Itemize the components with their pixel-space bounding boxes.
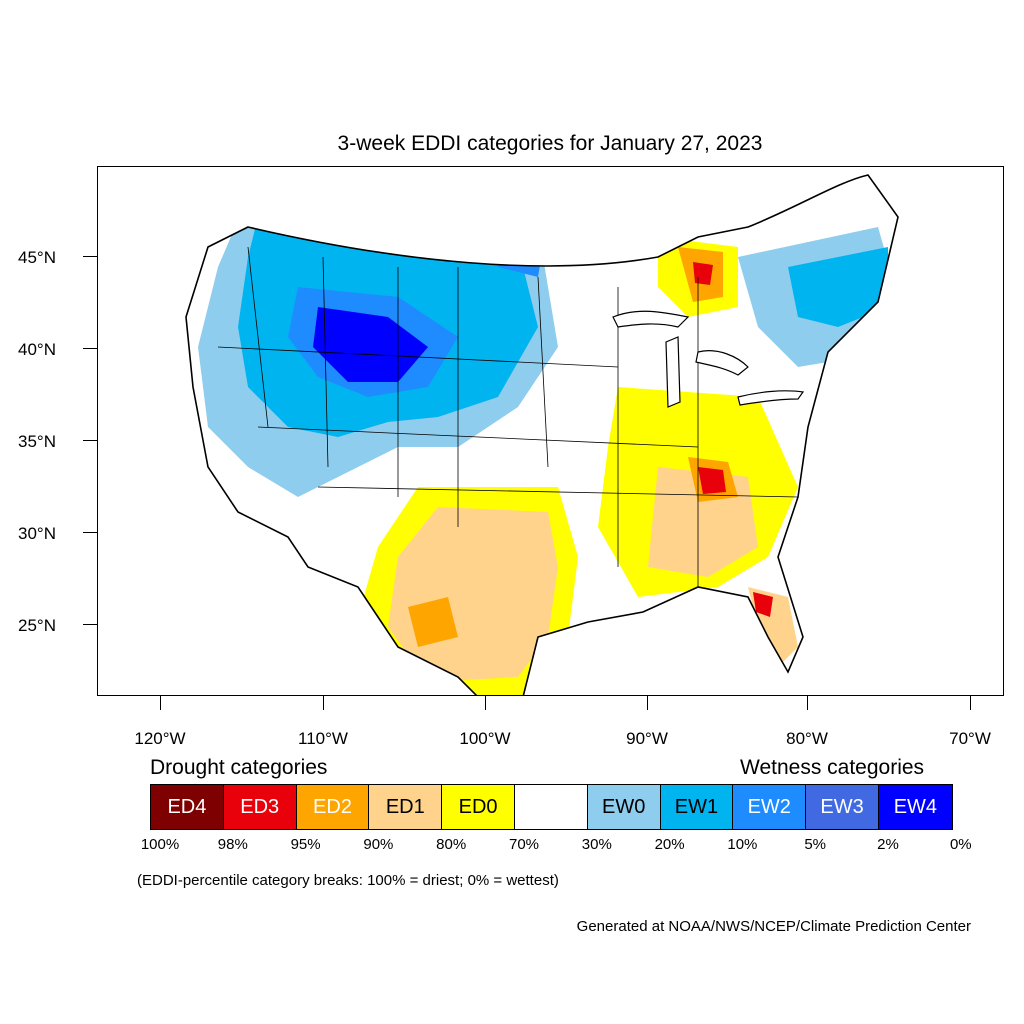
lon-tick-70 bbox=[970, 696, 971, 710]
percentile-label: 98% bbox=[217, 836, 248, 853]
legend-swatch-ew4: EW4 bbox=[878, 785, 952, 829]
percentile-label: 95% bbox=[290, 836, 321, 853]
legend-swatch-ed4: ED4 bbox=[151, 785, 224, 829]
percentile-label: 100% bbox=[140, 836, 180, 853]
percentile-label: 90% bbox=[363, 836, 394, 853]
lon-label-100: 100°W bbox=[459, 729, 511, 748]
percentile-label: 20% bbox=[654, 836, 685, 853]
legend-swatch-ed0: ED0 bbox=[442, 785, 515, 829]
legend-swatch-normal bbox=[514, 785, 588, 829]
lat-label-30: 30°N bbox=[18, 524, 56, 543]
lat-tick-25 bbox=[83, 624, 97, 625]
legend-swatch-ed1: ED1 bbox=[369, 785, 443, 829]
great-lakes bbox=[612, 310, 805, 408]
eddi-map-canvas bbox=[185, 174, 899, 695]
lat-tick-35 bbox=[83, 440, 97, 441]
lon-label-120: 120°W bbox=[134, 729, 186, 748]
lon-label-110: 110°W bbox=[298, 729, 348, 748]
legend-swatch-ew2: EW2 bbox=[733, 785, 807, 829]
lon-label-90: 90°W bbox=[626, 729, 668, 748]
lat-label-25: 25°N bbox=[18, 616, 56, 635]
lon-tick-80 bbox=[807, 696, 808, 710]
percentile-label: 10% bbox=[727, 836, 758, 853]
legend-swatch-ed3: ED3 bbox=[223, 785, 297, 829]
credit-line: Generated at NOAA/NWS/NCEP/Climate Predi… bbox=[576, 918, 971, 935]
lat-tick-40 bbox=[83, 348, 97, 349]
category-shading bbox=[186, 175, 898, 695]
eddi-map bbox=[97, 166, 1004, 696]
lon-label-80: 80°W bbox=[786, 729, 828, 748]
legend-swatch-ed2: ED2 bbox=[296, 785, 370, 829]
lat-label-40: 40°N bbox=[18, 340, 56, 359]
lon-tick-110 bbox=[323, 696, 324, 710]
percentile-label: 80% bbox=[436, 836, 467, 853]
lat-label-45: 45°N bbox=[18, 248, 56, 267]
legend-swatch-ew1: EW1 bbox=[660, 785, 734, 829]
lon-tick-120 bbox=[160, 696, 161, 710]
percentile-label: 70% bbox=[508, 836, 540, 853]
lat-tick-30 bbox=[83, 532, 97, 533]
legend-swatch-ew0: EW0 bbox=[587, 785, 661, 829]
lon-label-70: 70°W bbox=[949, 729, 991, 748]
lat-tick-45 bbox=[83, 256, 97, 257]
category-legend: ED4 ED3 ED2 ED1 ED0 EW0 EW1 EW2 EW3 EW4 bbox=[150, 784, 953, 830]
wetness-heading: Wetness categories bbox=[740, 756, 925, 779]
drought-heading: Drought categories bbox=[150, 756, 328, 779]
coastline bbox=[185, 174, 899, 695]
percentile-label: 30% bbox=[581, 836, 612, 853]
percentile-label: 5% bbox=[804, 836, 827, 853]
percentile-label: 2% bbox=[877, 836, 899, 853]
lon-tick-100 bbox=[485, 696, 486, 710]
legend-swatch-ew3: EW3 bbox=[806, 785, 879, 829]
state-boundaries bbox=[217, 246, 799, 587]
map-title: 3-week EDDI categories for January 27, 2… bbox=[337, 132, 763, 155]
category-note: (EDDI-percentile category breaks: 100% =… bbox=[137, 872, 559, 889]
percentile-label: 0% bbox=[949, 836, 972, 853]
lon-tick-90 bbox=[647, 696, 648, 710]
lat-label-35: 35°N bbox=[18, 432, 56, 451]
